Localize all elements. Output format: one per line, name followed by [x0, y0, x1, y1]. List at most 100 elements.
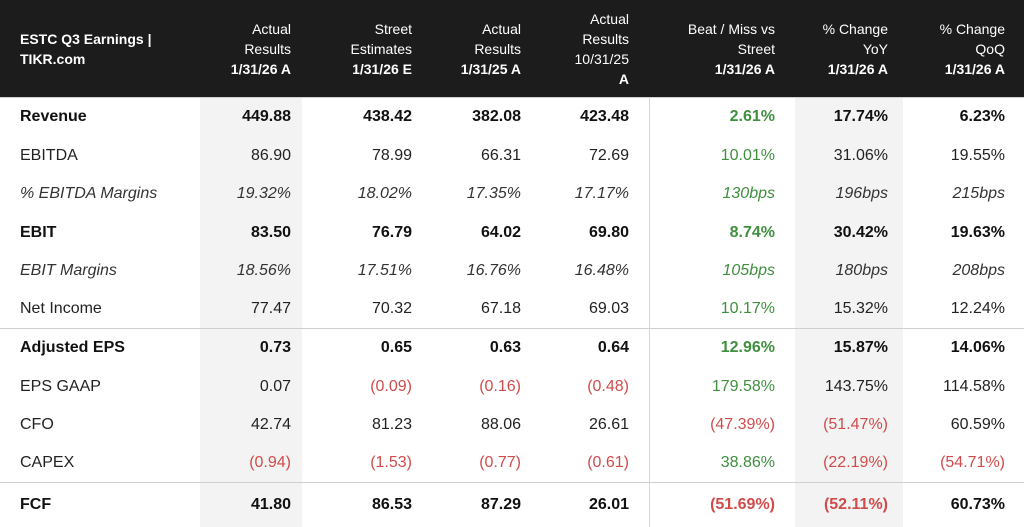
- row-label: CAPEX: [20, 454, 75, 471]
- header-col-actual-results-prior-quarter: Actual Results 10/31/25 A: [529, 0, 630, 97]
- cell-actual-results-prior-year: 17.35%: [466, 185, 521, 202]
- header-col-line: Street: [737, 40, 775, 57]
- cell-actual-results-prior-year: (0.16): [479, 377, 521, 395]
- cell-change-qoq: 14.06%: [950, 338, 1005, 356]
- cell-change-yoy: 180bps: [835, 262, 889, 279]
- cell-actual-results-prior-year: 382.08: [472, 107, 521, 125]
- cell-actual-results-prior-quarter: (0.61): [587, 454, 629, 471]
- cell-change-yoy: (51.47%): [823, 416, 888, 433]
- cell-actual-results: 83.50: [250, 223, 291, 241]
- row-label: FCF: [20, 495, 52, 513]
- cell-street-estimates: 78.99: [371, 146, 412, 164]
- cell-change-yoy: (52.11%): [823, 495, 888, 513]
- header-col-line: Results: [474, 40, 521, 57]
- cell-street-estimates: 18.02%: [357, 185, 412, 202]
- cell-change-yoy: 143.75%: [824, 377, 888, 395]
- divider-after-header: [0, 97, 1024, 98]
- header-title-line1: ESTC Q3 Earnings |: [20, 30, 152, 47]
- cell-street-estimates: 0.65: [380, 338, 412, 356]
- table-row: FCF 41.80 86.53 87.29 26.01 (51.69%) (52.11%) 6…: [0, 482, 1024, 527]
- cell-actual-results-prior-quarter: 69.03: [588, 300, 629, 317]
- header-col-date: 1/31/25 A: [460, 60, 521, 77]
- cell-actual-results: 86.90: [250, 146, 291, 164]
- cell-change-qoq: (54.71%): [940, 454, 1005, 471]
- table-row: EPS GAAP 0.07 (0.09) (0.16) (0.48) 179.58% 143…: [0, 367, 1024, 406]
- cell-street-estimates: 17.51%: [357, 262, 412, 279]
- table-row: % EBITDA Margins 19.32% 18.02% 17.35% 17.17%…: [0, 175, 1024, 213]
- cell-beat-miss: 10.17%: [720, 300, 775, 317]
- cell-change-qoq: 6.23%: [959, 107, 1005, 125]
- cell-actual-results-prior-year: 66.31: [480, 146, 521, 164]
- cell-street-estimates: 438.42: [363, 107, 412, 125]
- cell-change-qoq: 208bps: [952, 262, 1006, 279]
- header-col-date: 1/31/26 A: [944, 60, 1005, 77]
- header-col-actual-results-prior-year: Actual Results 1/31/25 A: [421, 0, 521, 97]
- cell-change-yoy: 15.32%: [833, 300, 888, 317]
- cell-beat-miss: (51.69%): [710, 495, 775, 513]
- divider-after-capex: [0, 482, 1024, 483]
- cell-beat-miss: (47.39%): [710, 416, 775, 433]
- cell-change-yoy: 17.74%: [833, 107, 888, 125]
- cell-beat-miss: 12.96%: [720, 338, 775, 356]
- cell-actual-results-prior-quarter: (0.48): [587, 377, 629, 395]
- cell-street-estimates: 76.79: [371, 223, 412, 241]
- header-col-street-estimates: Street Estimates 1/31/26 E: [307, 0, 412, 97]
- row-label: % EBITDA Margins: [20, 185, 158, 202]
- header-col-date: 1/31/26 E: [352, 60, 412, 77]
- cell-change-qoq: 215bps: [952, 185, 1006, 202]
- cell-beat-miss: 179.58%: [711, 377, 775, 395]
- shade-col-yoy: [795, 97, 903, 527]
- cell-actual-results-prior-quarter: 423.48: [580, 107, 629, 125]
- header-col-line: Estimates: [350, 40, 412, 57]
- cell-change-yoy: 15.87%: [833, 338, 888, 356]
- row-label: EPS GAAP: [20, 377, 101, 395]
- cell-street-estimates: 86.53: [371, 495, 412, 513]
- cell-actual-results: 18.56%: [236, 262, 291, 279]
- cell-actual-results-prior-year: (0.77): [479, 454, 521, 471]
- cell-actual-results-prior-quarter: 72.69: [588, 146, 629, 164]
- row-label: EBIT: [20, 223, 57, 241]
- cell-beat-miss: 8.74%: [729, 223, 775, 241]
- row-label: Net Income: [20, 300, 102, 317]
- cell-beat-miss: 10.01%: [720, 146, 775, 164]
- cell-actual-results-prior-quarter: 26.01: [588, 495, 629, 513]
- cell-change-qoq: 60.59%: [950, 416, 1005, 433]
- cell-actual-results-prior-year: 67.18: [480, 300, 521, 317]
- table-row: EBITDA 86.90 78.99 66.31 72.69 10.01% 31.06% 19…: [0, 136, 1024, 175]
- header-col-line: Results: [244, 40, 291, 57]
- cell-change-qoq: 19.55%: [950, 146, 1005, 164]
- header-col-line: Street: [374, 20, 412, 37]
- cell-actual-results-prior-year: 0.63: [489, 338, 521, 356]
- cell-actual-results: 449.88: [242, 107, 291, 125]
- cell-change-qoq: 114.58%: [943, 377, 1005, 395]
- header-col-line: YoY: [862, 40, 888, 57]
- table-header: ESTC Q3 Earnings | TIKR.com Actual Result…: [0, 0, 1024, 97]
- header-col-line: 10/31/25: [574, 50, 630, 67]
- header-col-date: 1/31/26 A: [714, 60, 775, 77]
- cell-actual-results: 19.32%: [236, 185, 291, 202]
- cell-change-yoy: 31.06%: [833, 146, 888, 164]
- header-col-line: Beat / Miss vs: [687, 20, 775, 37]
- table-row: CAPEX (0.94) (1.53) (0.77) (0.61) 38.86% (22.1…: [0, 444, 1024, 482]
- cell-beat-miss: 105bps: [722, 262, 776, 279]
- cell-actual-results-prior-year: 64.02: [480, 223, 521, 241]
- table-row: CFO 42.74 81.23 88.06 26.61 (47.39%) (51.47%) 6…: [0, 406, 1024, 444]
- table-row: Revenue 449.88 438.42 382.08 423.48 2.61% 17.7…: [0, 97, 1024, 136]
- shade-col-actual: [200, 97, 302, 527]
- cell-change-yoy: 30.42%: [833, 223, 888, 241]
- header-col-date: A: [618, 70, 629, 87]
- cell-beat-miss: 2.61%: [729, 107, 775, 125]
- header-col-line: QoQ: [975, 40, 1005, 57]
- cell-actual-results-prior-quarter: 17.17%: [574, 185, 629, 202]
- cell-beat-miss: 130bps: [722, 185, 776, 202]
- header-col-date: 1/31/26 A: [230, 60, 291, 77]
- cell-street-estimates: (0.09): [370, 377, 412, 395]
- header-title-line2: TIKR.com: [20, 50, 86, 67]
- cell-change-qoq: 12.24%: [950, 300, 1005, 317]
- header-col-actual-results: Actual Results 1/31/26 A: [196, 0, 291, 97]
- cell-change-yoy: 196bps: [835, 185, 889, 202]
- cell-actual-results-prior-quarter: 16.48%: [574, 262, 629, 279]
- header-col-change-yoy: % Change YoY 1/31/26 A: [788, 0, 888, 97]
- header-col-line: Actual: [252, 20, 291, 37]
